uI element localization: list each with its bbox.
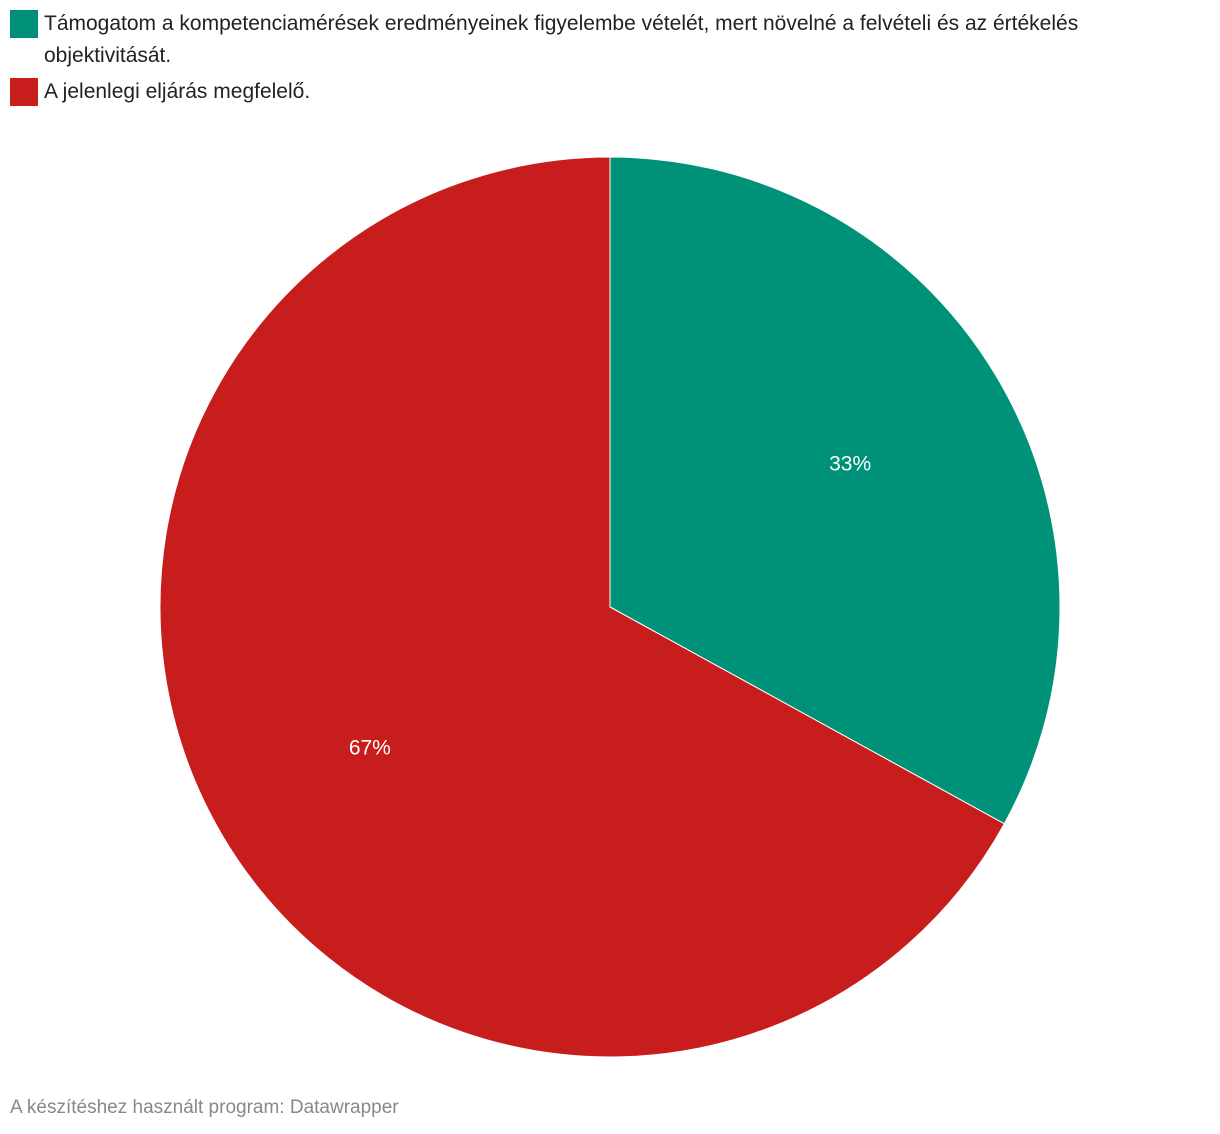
legend-label: A jelenlegi eljárás megfelelő.	[44, 80, 311, 103]
legend: Támogatom a kompetenciamérések eredménye…	[10, 10, 1140, 114]
credit: A készítéshez használt program: Datawrap…	[10, 1097, 399, 1118]
legend-swatch	[10, 10, 38, 38]
legend-item: A jelenlegi eljárás megfelelő.	[10, 78, 1140, 108]
legend-swatch	[10, 78, 38, 106]
value-label: 67%	[349, 737, 391, 760]
value-label: 33%	[829, 453, 871, 476]
legend-label: Támogatom a kompetenciamérések eredménye…	[44, 12, 1079, 67]
legend-item: Támogatom a kompetenciamérések eredménye…	[10, 10, 1140, 72]
pie-slice	[159, 156, 1006, 1058]
pie-slice	[609, 156, 1061, 825]
